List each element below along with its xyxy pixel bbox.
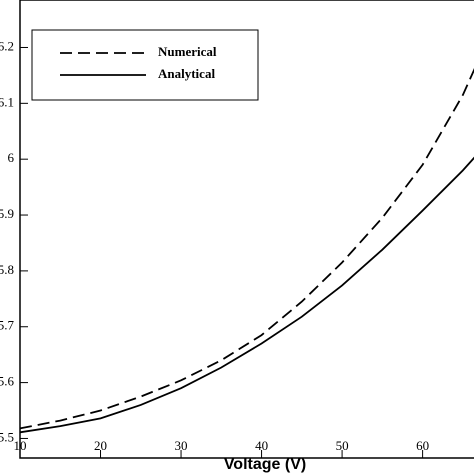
data-line — [19, 68, 474, 430]
plot-frame — [19, 0, 474, 459]
x-tick-label: 10 — [14, 438, 27, 453]
x-tick-label: 40 — [255, 438, 268, 453]
y-tick-label: 5.7 — [0, 318, 15, 333]
y-tick-label: 5.9 — [0, 206, 14, 221]
x-tick-label: 60 — [416, 438, 429, 453]
legend-box — [31, 29, 259, 101]
y-tick-label: 6.2 — [0, 38, 14, 53]
y-tick-label: 6.1 — [0, 94, 14, 109]
x-axis-label: Voltage (V) — [224, 456, 306, 473]
y-tick-label: 5.8 — [0, 262, 14, 277]
y-tick-label: 6 — [8, 150, 15, 165]
y-tick-label: 5.5 — [0, 429, 14, 444]
legend-label: Analytical — [158, 66, 215, 81]
data-line — [19, 156, 474, 434]
x-tick-label: 30 — [175, 438, 188, 453]
y-tick-label: 5.6 — [0, 374, 15, 389]
x-tick-label: 20 — [94, 438, 107, 453]
legend-label: Numerical — [158, 44, 217, 59]
x-tick-label: 50 — [336, 438, 349, 453]
